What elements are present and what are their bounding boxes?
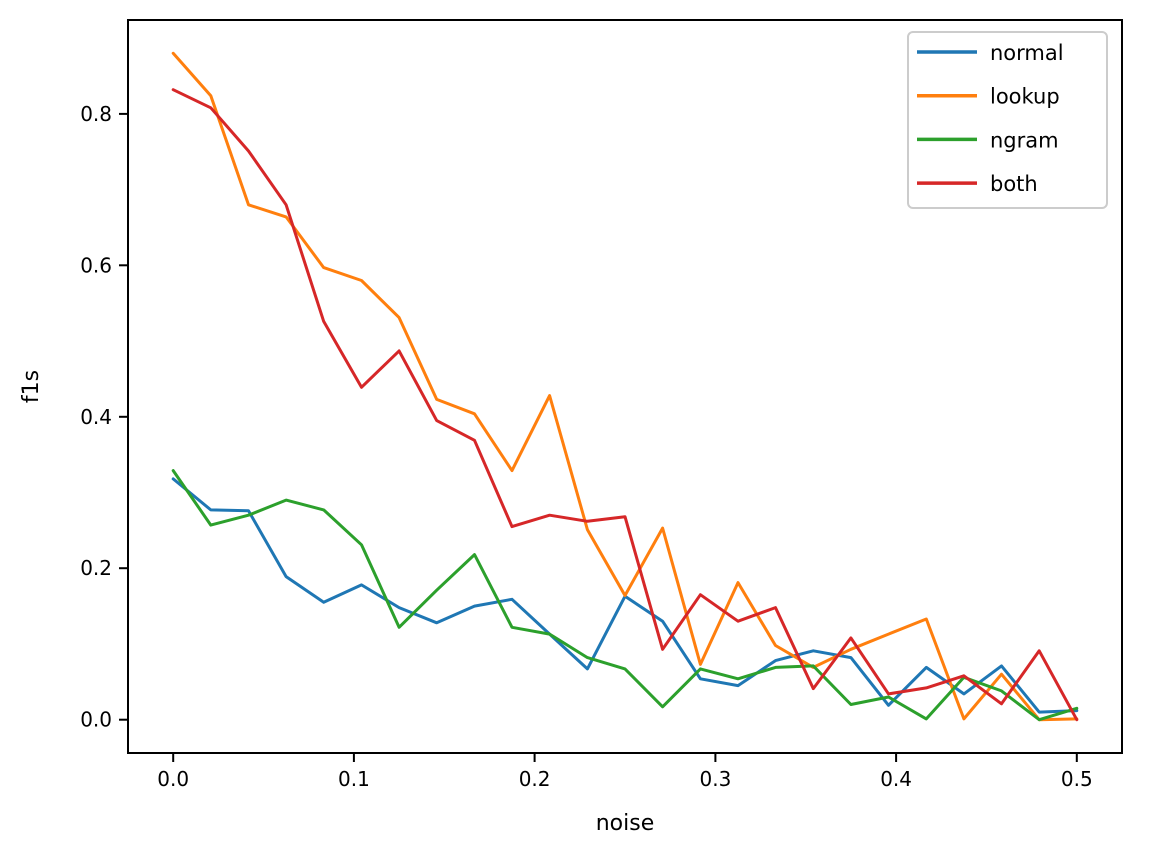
legend-label-ngram: ngram xyxy=(990,128,1059,152)
legend-box xyxy=(907,31,1108,209)
series-both xyxy=(171,88,1079,722)
legend-label-lookup: lookup xyxy=(990,85,1060,109)
y-tick-label: 0.4 xyxy=(80,405,112,429)
plot-border xyxy=(127,19,1123,754)
y-tick-label: 0.2 xyxy=(80,556,112,580)
x-tick-label: 0.3 xyxy=(699,767,731,791)
y-tick-label: 0.6 xyxy=(80,253,112,277)
x-tick-label: 0.4 xyxy=(880,767,912,791)
x-tick-label: 0.0 xyxy=(157,767,189,791)
x-tick-label: 0.5 xyxy=(1061,767,1093,791)
y-tick-label: 0.8 xyxy=(80,102,112,126)
y-axis-label: f1s xyxy=(19,370,44,403)
legend-label-both: both xyxy=(990,172,1038,196)
x-axis-label: noise xyxy=(596,811,655,836)
x-tick-label: 0.1 xyxy=(338,767,370,791)
x-tick-label: 0.2 xyxy=(519,767,551,791)
legend-label-normal: normal xyxy=(990,41,1064,65)
series-ngram xyxy=(171,469,1079,722)
y-tick-label: 0.0 xyxy=(80,708,112,732)
series-lookup xyxy=(171,51,1079,722)
